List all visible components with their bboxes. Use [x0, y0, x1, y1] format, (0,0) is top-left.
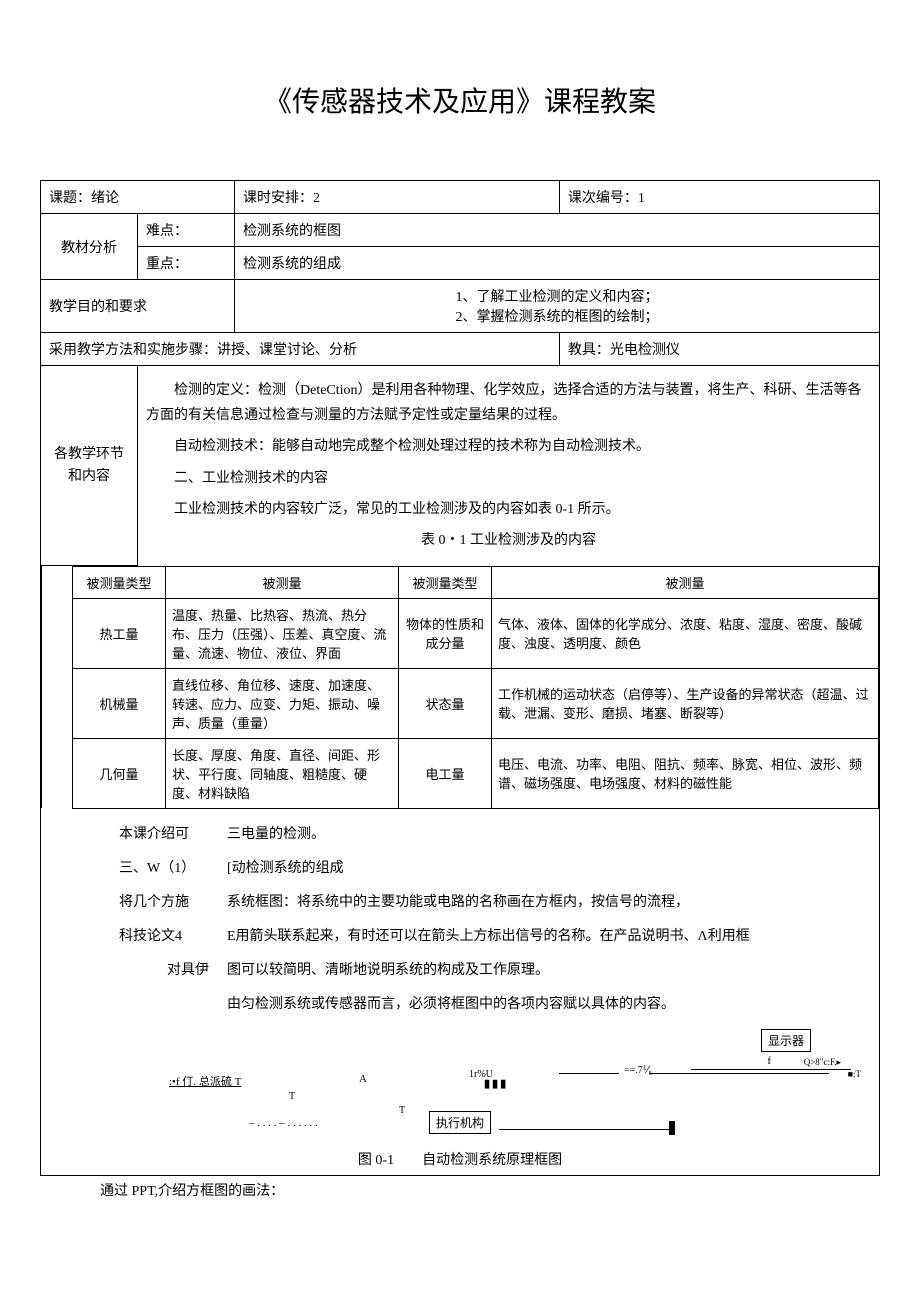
objective-line2: 2、掌握检测系统的框图的绘制； — [243, 306, 871, 326]
content-bottom: 本课介绍可三电量的检测。 三、W（1）[动检测系统的组成 将几个方施系统框图：将… — [41, 809, 880, 1176]
inner-table-caption: 表 0・1 工业检测涉及的内容 — [146, 528, 871, 553]
objective-content: 1、了解工业检测的定义和内容； 2、掌握检测系统的框图的绘制； — [235, 280, 880, 333]
left-label: :•f 仃. 总派硫 T — [169, 1073, 241, 1089]
t2-label: T — [399, 1105, 405, 1116]
exec-box: 执行机构 — [429, 1111, 491, 1134]
difficult-value: 检测系统的框图 — [235, 214, 880, 247]
lesson-plan-table: 课题：绪论 课时安排：2 课次编号：1 教材分析 难点： 检测系统的框图 重点：… — [40, 180, 880, 1176]
f-label: f — [767, 1055, 771, 1067]
method-cell: 采用教学方法和实施步骤：讲授、课堂讨论、分析 — [41, 333, 560, 366]
auto-para: 自动检测技术：能够自动地完成整个检测处理过程的技术称为自动检测技术。 — [146, 434, 871, 459]
diagram-caption: 图 0-1 自动检测系统原理框图 — [49, 1149, 871, 1169]
tool-label: 教具：光电检测仪 — [568, 343, 680, 358]
topic-cell: 课题：绪论 — [41, 181, 235, 214]
th-measure2: 被测量 — [492, 566, 879, 598]
objective-label: 教学目的和要求 — [41, 280, 235, 333]
detection-content-table: 被测量类型 被测量 被测量类型 被测量 热工量 温度、热量、比热容、热流、热分布… — [41, 566, 879, 809]
table-row: 热工量 温度、热量、比热容、热流、热分布、压力（压强）、压差、真空度、流量、流速… — [42, 598, 879, 668]
th-measure1: 被测量 — [166, 566, 399, 598]
heading-2: 二、工业检测技术的内容 — [146, 466, 871, 491]
th-type1: 被测量类型 — [73, 566, 166, 598]
footer-note: 通过 PPT,介绍方框图的画法： — [100, 1180, 880, 1200]
sections-label: 各教学环节和内容 — [41, 366, 138, 566]
display-box: 显示器 — [761, 1029, 811, 1052]
page-title: 《传感器技术及应用》课程教案 — [40, 80, 880, 120]
dash-label: – . . . . – . . . . . . — [249, 1117, 318, 1129]
difficult-label: 难点： — [138, 214, 235, 247]
key-value: 检测系统的组成 — [235, 247, 880, 280]
def-para: 检测的定义：检测（DeteCtion）是利用各种物理、化学效应，选择合适的方法与… — [146, 378, 871, 428]
table-row: 几何量 长度、厚度、角度、直径、间距、形状、平行度、同轴度、粗糙度、硬度、材料缺… — [42, 738, 879, 808]
th-type2: 被测量类型 — [399, 566, 492, 598]
q-label: Q>8"c:F.▸ — [804, 1057, 841, 1068]
content-top: 检测的定义：检测（DeteCtion）是利用各种物理、化学效应，选择合适的方法与… — [138, 366, 880, 566]
number-cell: 课次编号：1 — [559, 181, 879, 214]
objective-line1: 1、了解工业检测的定义和内容； — [243, 286, 871, 306]
hours-cell: 课时安排：2 — [235, 181, 560, 214]
pct-label: ==.7⅟₈ — [624, 1065, 652, 1076]
scope-para: 工业检测技术的内容较广泛，常见的工业检测涉及的内容如表 0-1 所示。 — [146, 497, 871, 522]
block-diagram: 显示器 f Q>8"c:F.▸ :•f 仃. 总派硫 T A 1r%U ▮▮▮ … — [49, 1029, 871, 1169]
t1-label: T — [289, 1091, 295, 1102]
analysis-label: 教材分析 — [41, 214, 138, 280]
tool-cell: 教具：光电检测仪 — [559, 333, 879, 366]
method-label: 采用教学方法和实施步骤：讲授、课堂讨论、分析 — [49, 343, 357, 358]
key-label: 重点： — [138, 247, 235, 280]
a-label: A — [359, 1073, 367, 1085]
inner-table-row: 被测量类型 被测量 被测量类型 被测量 热工量 温度、热量、比热容、热流、热分布… — [41, 565, 880, 809]
table-row: 机械量 直线位移、角位移、速度、加速度、转速、应力、应变、力矩、振动、噪声、质量… — [42, 668, 879, 738]
